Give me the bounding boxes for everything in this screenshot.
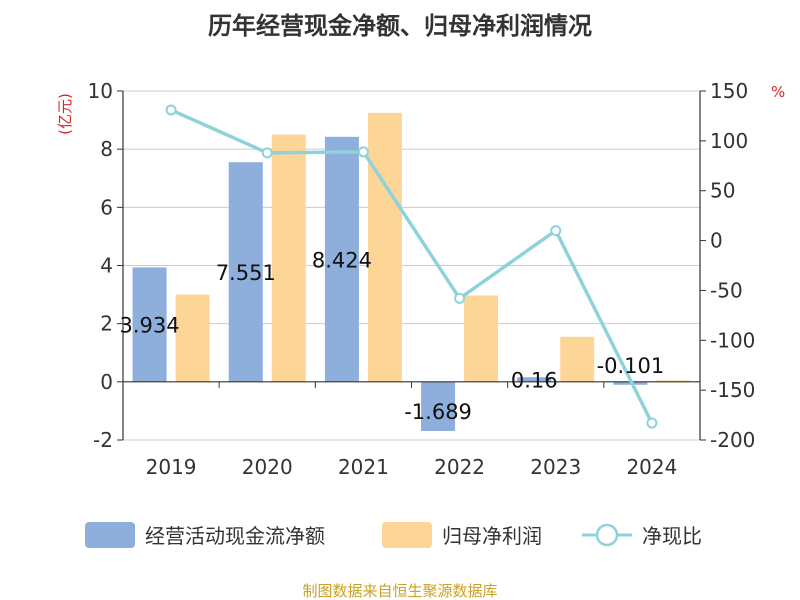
bar-profit [656, 380, 691, 382]
legend: 经营活动现金流净额 归母净利润 净现比 [85, 522, 702, 548]
bar-profit [175, 294, 210, 382]
data-labels: 3.934 7.551 8.424 -1.689 0.16 -0.101 [120, 248, 665, 424]
bar-profit [464, 295, 499, 382]
data-label-cashflow: 8.424 [312, 248, 372, 272]
data-label-cashflow: 3.934 [120, 314, 180, 338]
left-tick-label: 6 [100, 195, 113, 219]
right-tick-label: -200 [710, 428, 755, 452]
ratio-point [646, 417, 658, 429]
right-tick-label: -150 [710, 378, 755, 402]
x-tick-label: 2020 [242, 455, 293, 479]
left-axis-ticks: 10 8 6 4 2 0 -2 [88, 79, 123, 452]
data-label-cashflow: 7.551 [216, 261, 276, 285]
x-tick-label: 2021 [338, 455, 389, 479]
bar-cashflow [324, 136, 359, 382]
right-axis-ticks: 150 100 50 0 -50 -100 -150 -200 [700, 79, 755, 452]
ratio-point [454, 292, 466, 304]
data-label-cashflow: -0.101 [597, 354, 665, 378]
source-text: 制图数据来自恒生聚源数据库 [302, 582, 497, 600]
legend-swatch-cashflow [85, 522, 135, 548]
x-tick-label: 2023 [530, 455, 581, 479]
x-tick-label: 2022 [434, 455, 485, 479]
right-tick-label: 50 [710, 179, 735, 203]
right-axis-unit: % [771, 83, 785, 101]
ratio-point [261, 147, 273, 159]
data-label-cashflow: 0.16 [511, 369, 558, 393]
legend-label-cashflow: 经营活动现金流净额 [145, 524, 325, 548]
bar-cashflow [132, 267, 167, 382]
data-label-cashflow: -1.689 [404, 400, 472, 424]
left-tick-label: 10 [88, 79, 113, 103]
legend-label-ratio: 净现比 [642, 524, 702, 548]
bar-cashflow [421, 381, 456, 431]
bar-cashflow [228, 162, 263, 382]
ratio-point [357, 146, 369, 158]
x-tick-label: 2024 [626, 455, 677, 479]
right-tick-label: 0 [710, 229, 723, 253]
bar-profit [560, 336, 595, 382]
x-tick-label: 2019 [146, 455, 197, 479]
bar-profit [367, 112, 402, 382]
right-tick-label: 150 [710, 79, 748, 103]
left-tick-label: 0 [100, 370, 113, 394]
right-tick-label: -100 [710, 328, 755, 352]
ratio-line-series [165, 104, 658, 429]
ratio-point [550, 225, 562, 237]
left-tick-label: 2 [100, 312, 113, 336]
legend-label-profit: 归母净利润 [442, 524, 542, 548]
grid-lines [123, 90, 700, 441]
ratio-line [170, 108, 654, 424]
bars [132, 112, 691, 431]
right-tick-label: 100 [710, 129, 748, 153]
left-tick-label: -2 [93, 428, 113, 452]
bar-cashflow [517, 377, 552, 382]
left-tick-label: 8 [100, 137, 113, 161]
left-tick-label: 4 [100, 254, 113, 278]
x-axis-ticks: 2019 2020 2021 2022 2023 2024 [146, 455, 678, 479]
left-axis-unit: (亿元) [56, 93, 74, 135]
chart-title: 历年经营现金净额、归母净利润情况 [208, 12, 592, 40]
legend-swatch-ratio-marker [595, 523, 619, 547]
right-tick-label: -50 [710, 278, 743, 302]
ratio-point [165, 104, 177, 116]
legend-swatch-profit [382, 522, 432, 548]
bar-profit [271, 134, 306, 382]
